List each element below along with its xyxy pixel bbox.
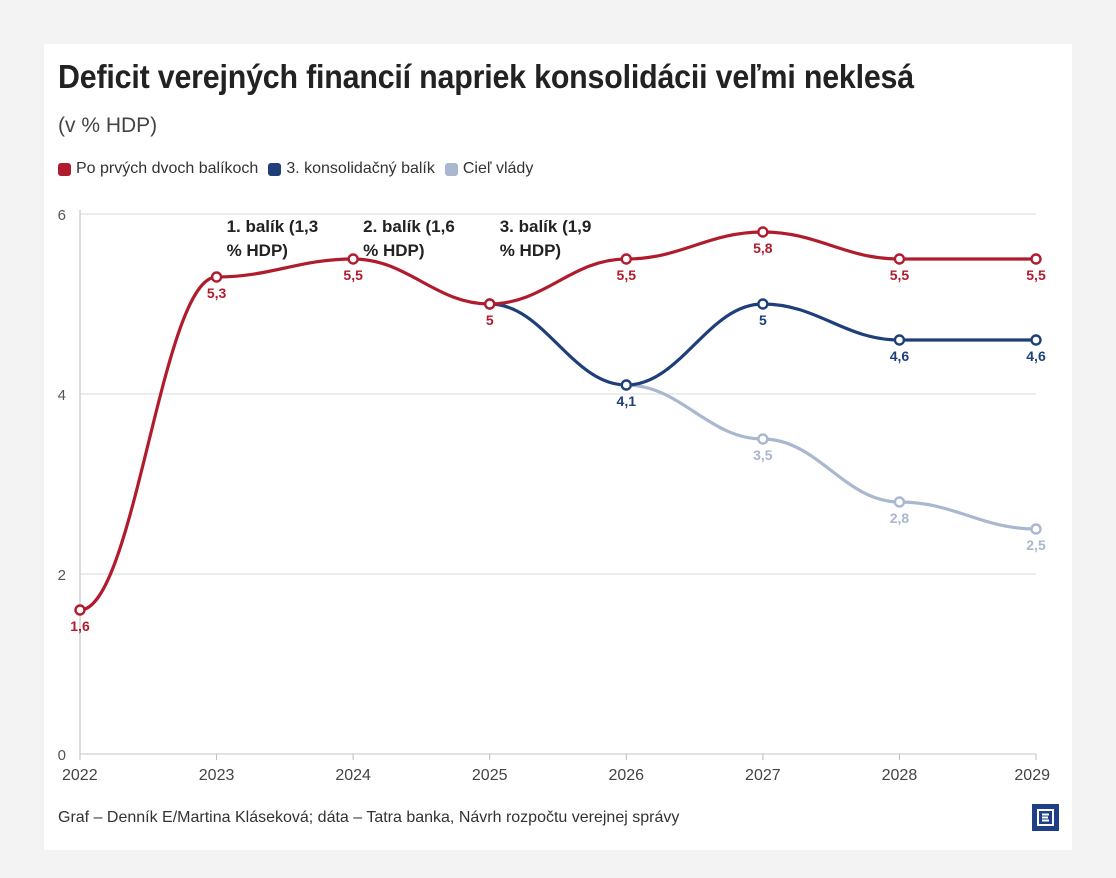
point-0-2027 [757, 226, 769, 238]
annotation-0-line-0: 1. balík (1,3 [227, 217, 319, 236]
legend-swatch-series-2 [444, 162, 458, 176]
x-tick-label-2022: 2022 [62, 767, 98, 784]
point-0-2026 [620, 253, 632, 265]
point-2-2029 [1030, 523, 1042, 535]
point-0-2024 [347, 253, 359, 265]
logo-glyph [1037, 809, 1054, 826]
point-0-2023 [210, 271, 223, 283]
data-label-1-2029: 4,6 [1026, 348, 1046, 364]
denik-e-logo-icon[interactable] [1032, 804, 1059, 831]
data-label-0-2023: 5,3 [207, 285, 227, 301]
point-2-2028 [893, 496, 906, 508]
point-0-2029 [1030, 253, 1042, 265]
source-note: Graf – Denník E/Martina Kláseková; dáta … [58, 809, 680, 826]
line-chart: 0 2 4 6 2022 2023 2024 2025 2026 2027 2028 2029 3,5 2… [58, 207, 1050, 784]
legend-swatch-series-0 [58, 162, 71, 176]
point-1-2026 [620, 379, 632, 391]
data-label-0-2024: 5,5 [343, 267, 363, 283]
point-1-2028 [893, 334, 906, 346]
y-tick-label-0: 0 [58, 747, 66, 764]
data-label-0-2022: 1,6 [70, 618, 90, 634]
data-label-2-2028: 2,8 [890, 510, 910, 526]
x-tick-label-2028: 2028 [882, 767, 918, 784]
x-tick-label-2025: 2025 [472, 767, 508, 784]
legend-swatch-series-1 [268, 162, 282, 176]
legend-label-series-1: 3. konsolidačný balík [286, 160, 435, 177]
series-line-2 [624, 383, 1038, 531]
data-label-2-2029: 2,5 [1026, 537, 1046, 553]
chart-title: Deficit verejných financií napriek konso… [58, 58, 914, 95]
x-tick-label-2029: 2029 [1014, 767, 1050, 784]
chart-card: Deficit verejných financií napriek konso… [44, 44, 1072, 850]
point-1-2027 [757, 298, 769, 310]
annotation-0-line-1: % HDP) [227, 241, 288, 260]
data-label-0-2025: 5 [486, 312, 494, 328]
data-label-0-2026: 5,5 [617, 267, 637, 283]
data-label-1-2028: 4,6 [890, 348, 910, 364]
annotation-2-line-0: 3. balík (1,9 [500, 217, 592, 236]
point-0-2025 [484, 298, 496, 310]
annotation-2-line-1: % HDP) [500, 241, 561, 260]
legend-label-series-0: Po prvých dvoch balíkoch [76, 160, 259, 177]
point-0-2022 [74, 604, 86, 616]
data-label-1-2027: 5 [759, 312, 767, 328]
annotation-1-line-0: 2. balík (1,6 [363, 217, 455, 236]
annotation-1-line-1: % HDP) [363, 241, 424, 260]
x-tick-label-2026: 2026 [608, 767, 644, 784]
point-1-2029 [1030, 334, 1042, 346]
data-label-1-2026: 4,1 [617, 393, 637, 409]
chart-subtitle: (v % HDP) [58, 114, 158, 137]
legend: Po prvých dvoch balíkoch 3. konsolidačný… [58, 160, 543, 178]
y-tick-label-2: 2 [58, 567, 66, 584]
data-label-0-2028: 5,5 [890, 267, 910, 283]
x-tick-label-2024: 2024 [335, 767, 371, 784]
series-line-0 [78, 230, 1038, 612]
legend-item-series-2[interactable]: Cieľ vlády [444, 160, 534, 178]
y-tick-label-4: 4 [58, 387, 66, 404]
x-tick-label-2023: 2023 [199, 767, 235, 784]
series-line-1 [488, 302, 1038, 387]
x-tick-label-2027: 2027 [745, 767, 781, 784]
data-label-0-2029: 5,5 [1026, 267, 1046, 283]
y-tick-label-6: 6 [58, 207, 66, 224]
legend-label-series-2: Cieľ vlády [462, 160, 534, 177]
point-2-2027 [757, 433, 769, 445]
point-0-2028 [893, 253, 906, 265]
data-label-2-2027: 3,5 [753, 447, 773, 463]
legend-item-series-0[interactable]: Po prvých dvoch balíkoch [58, 160, 258, 178]
data-label-0-2027: 5,8 [753, 240, 773, 256]
legend-item-series-1[interactable]: 3. konsolidačný balík [268, 160, 435, 178]
